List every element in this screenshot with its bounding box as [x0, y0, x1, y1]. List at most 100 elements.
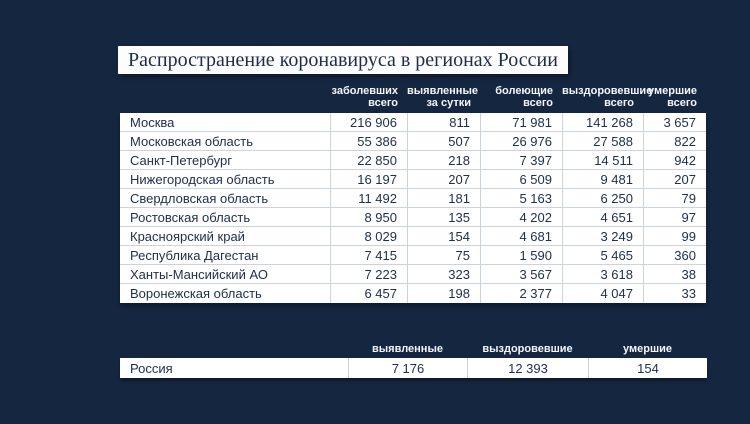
col-header-line2: всего [667, 97, 697, 109]
value-cell-deaths-total: 33 [643, 284, 706, 303]
value-cell-detected-daily: 135 [407, 208, 480, 226]
value-cell-deaths-total: 99 [643, 227, 706, 245]
region-name-cell: Республика Дагестан [130, 247, 259, 263]
col-header-recovered: выздоровевшие [482, 343, 573, 355]
region-name-cell: Нижегородская область [130, 171, 275, 187]
table-row: Москва 216 906 811 71 981 141 268 3 657 [120, 113, 706, 132]
col-header-detected: выявленные [372, 343, 443, 355]
col-header-line1: болеющие [495, 85, 553, 97]
value-cell-recovered-total: 3 249 [562, 227, 643, 245]
value-cell-currently-ill: 7 397 [480, 151, 562, 169]
value-cell-recovered-total: 141 268 [562, 113, 643, 131]
value-cell-detected-daily: 811 [407, 113, 480, 131]
value-cell-currently-ill: 71 981 [480, 113, 562, 131]
region-name-cell: Красноярский край [130, 228, 245, 244]
value-cell-recovered-total: 27 588 [562, 132, 643, 150]
region-name-cell: Санкт-Петербург [130, 152, 232, 168]
region-name-cell: Ханты-Мансийский АО [130, 266, 268, 282]
value-cell-detected-daily: 75 [407, 246, 480, 264]
region-name-cell: Воронежская область [130, 286, 262, 301]
table-row: Воронежская область 6 457 198 2 377 4 047 33 [120, 284, 706, 303]
value-cell-detected-daily: 218 [407, 151, 480, 169]
value-cell-deaths-total: 97 [643, 208, 706, 226]
col-header-line2: всего [604, 97, 634, 109]
value-cell-detected-daily: 198 [407, 284, 480, 303]
value-cell-infected-total: 8 029 [330, 227, 407, 245]
value-cell-deaths-total: 942 [643, 151, 706, 169]
col-header-infected-total: заболевших всего [330, 85, 407, 109]
russia-label: Россия [130, 360, 173, 376]
russia-value-cell-deaths: 154 [588, 358, 707, 378]
value-cell-recovered-total: 6 250 [562, 189, 643, 207]
value-cell-infected-total: 55 386 [330, 132, 407, 150]
russia-value-cell-detected: 7 176 [348, 358, 467, 378]
col-header-currently-ill: болеющие всего [480, 85, 562, 109]
value-cell-currently-ill: 5 163 [480, 189, 562, 207]
region-name-cell: Москва [130, 114, 175, 130]
col-header-line2: всего [523, 97, 553, 109]
col-header-line2: за сутки [426, 97, 471, 109]
value-cell-infected-total: 16 197 [330, 170, 407, 188]
value-cell-detected-daily: 323 [407, 265, 480, 283]
value-cell-currently-ill: 2 377 [480, 284, 562, 303]
regions-table-header: заболевших всего выявленные за сутки болеющи… [120, 82, 706, 109]
value-cell-currently-ill: 6 509 [480, 170, 562, 188]
value-cell-currently-ill: 26 976 [480, 132, 562, 150]
value-cell-infected-total: 7 415 [330, 246, 407, 264]
table-row: Ростовская область 8 950 135 4 202 4 651 97 [120, 208, 706, 227]
regions-table: заболевших всего выявленные за сутки болеющи… [120, 82, 706, 303]
regions-table-body: Москва 216 906 811 71 981 141 268 3 657 Москов… [120, 113, 706, 303]
col-header-deaths: умершие [623, 343, 672, 355]
value-cell-currently-ill: 3 567 [480, 265, 562, 283]
col-header-line2: всего [368, 97, 398, 109]
value-cell-recovered-total: 5 465 [562, 246, 643, 264]
value-cell-deaths-total: 38 [643, 265, 706, 283]
russia-table-header: выявленные выздоровевшие умершие [120, 340, 707, 355]
value-cell-recovered-total: 14 511 [562, 151, 643, 169]
value-cell-deaths-total: 360 [643, 246, 706, 264]
col-header-line1: умершие [648, 85, 697, 97]
region-name-cell: Свердловская область [130, 190, 269, 206]
value-cell-detected-daily: 507 [407, 132, 480, 150]
value-cell-infected-total: 7 223 [330, 265, 407, 283]
col-header-line1: выявленные [407, 85, 478, 97]
region-name-cell: Московская область [130, 133, 254, 149]
value-cell-infected-total: 216 906 [330, 113, 407, 131]
value-cell-recovered-total: 4 651 [562, 208, 643, 226]
value-cell-detected-daily: 154 [407, 227, 480, 245]
value-cell-recovered-total: 4 047 [562, 284, 643, 303]
value-cell-deaths-total: 207 [643, 170, 706, 188]
value-cell-deaths-total: 3 657 [643, 113, 706, 131]
russia-value-cell-recovered: 12 393 [467, 358, 588, 378]
value-cell-deaths-total: 79 [643, 189, 706, 207]
table-row: Санкт-Петербург 22 850 218 7 397 14 511 942 [120, 151, 706, 170]
russia-table: выявленные выздоровевшие умершие Россия 7 1… [120, 340, 707, 378]
col-header-line1: выздоровевшие [562, 85, 653, 97]
table-row: Ханты-Мансийский АО 7 223 323 3 567 3 618 38 [120, 265, 706, 284]
col-header-recovered-total: выздоровевшие всего [562, 85, 653, 109]
value-cell-infected-total: 6 457 [330, 284, 407, 303]
value-cell-infected-total: 22 850 [330, 151, 407, 169]
value-cell-currently-ill: 4 681 [480, 227, 562, 245]
value-cell-deaths-total: 822 [643, 132, 706, 150]
value-cell-infected-total: 8 950 [330, 208, 407, 226]
value-cell-recovered-total: 3 618 [562, 265, 643, 283]
page-title: Распространение коронавируса в регионах … [118, 46, 568, 74]
table-row: Нижегородская область 16 197 207 6 509 9 481… [120, 170, 706, 189]
table-row: Свердловская область 11 492 181 5 163 6 250 7… [120, 189, 706, 208]
col-header-deaths-total: умершие всего [643, 85, 706, 109]
table-row: Республика Дагестан 7 415 75 1 590 5 465 360 [120, 246, 706, 265]
col-header-detected-daily: выявленные за сутки [407, 85, 480, 109]
value-cell-currently-ill: 1 590 [480, 246, 562, 264]
value-cell-currently-ill: 4 202 [480, 208, 562, 226]
table-row: Красноярский край 8 029 154 4 681 3 249 99 [120, 227, 706, 246]
value-cell-recovered-total: 9 481 [562, 170, 643, 188]
col-header-line1: заболевших [331, 85, 398, 97]
value-cell-infected-total: 11 492 [330, 189, 407, 207]
table-row: Московская область 55 386 507 26 976 27 588 8… [120, 132, 706, 151]
russia-row: Россия 7 176 12 393 154 [120, 358, 707, 378]
value-cell-detected-daily: 181 [407, 189, 480, 207]
region-name-cell: Ростовская область [130, 209, 251, 225]
value-cell-detected-daily: 207 [407, 170, 480, 188]
